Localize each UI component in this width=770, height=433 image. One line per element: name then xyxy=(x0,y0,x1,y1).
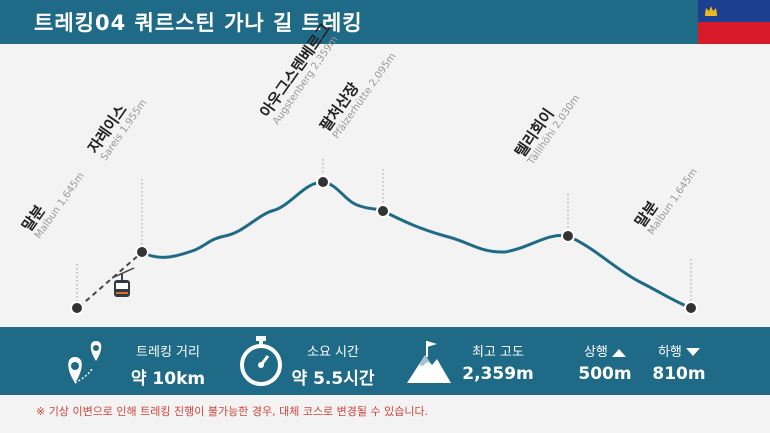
arrow-up-icon xyxy=(612,349,627,357)
stat-max-altitude: 최고 고도 2,359m xyxy=(462,345,534,384)
stopwatch-icon xyxy=(240,336,282,386)
stat-duration: 소요 시간 약 5.5시간 xyxy=(291,345,375,389)
waypoint-dot xyxy=(316,175,330,189)
liechtenstein-flag-icon xyxy=(698,0,770,44)
descent-label: 하행 xyxy=(657,345,682,360)
stats-band: 트레킹 거리 약 10km 소요 시간 약 5.5시간 최고 고도 2,359m… xyxy=(0,327,770,395)
waypoint-dot xyxy=(561,229,575,243)
waypoint-dot xyxy=(135,245,149,259)
waypoint-dot xyxy=(684,301,698,315)
stat-distance: 트레킹 거리 약 10km xyxy=(130,345,206,389)
ascent-label: 상행 xyxy=(583,345,608,360)
stat-ascent: 상행 500m xyxy=(578,345,632,384)
arrow-down-icon xyxy=(686,348,701,356)
notice-text: ※ 기상 이변으로 인해 트레킹 진행이 불가능한 경우, 대체 코스로 변경될… xyxy=(36,405,429,418)
page-title: 트레킹04 쿼르스틴 가나 길 트레킹 xyxy=(34,11,363,35)
waypoint-dot xyxy=(376,204,390,218)
elevation-profile: 말분 Malbun 1,645m 자레이스 Sareis 1,955m 아우그스… xyxy=(0,20,770,327)
stat-descent: 하행 810m xyxy=(652,345,706,384)
header-bar: 트레킹04 쿼르스틴 가나 길 트레킹 xyxy=(0,0,770,44)
map-pin-icon xyxy=(68,341,102,384)
gondola-line xyxy=(78,253,141,308)
route-line xyxy=(141,180,692,310)
gondola-icon xyxy=(111,267,135,297)
waypoint-dot xyxy=(70,301,84,315)
mountain-peak-icon xyxy=(407,341,451,383)
